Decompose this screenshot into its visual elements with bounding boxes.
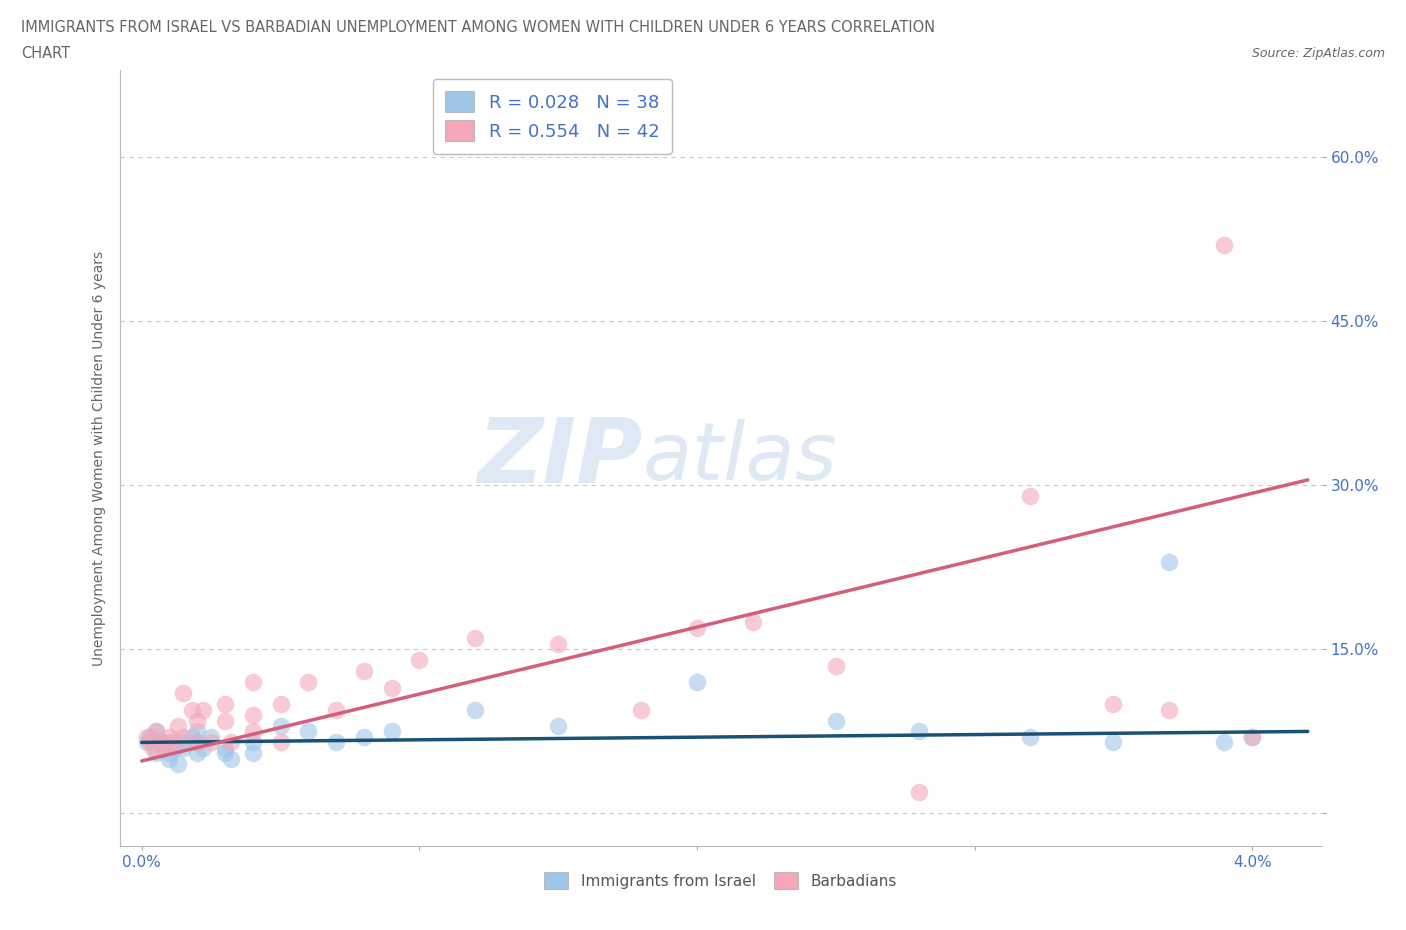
Point xyxy=(242,735,264,750)
Point xyxy=(1019,489,1042,504)
Point xyxy=(408,653,430,668)
Point xyxy=(547,636,569,651)
Point xyxy=(219,735,242,750)
Point xyxy=(186,735,208,750)
Point xyxy=(824,713,846,728)
Point xyxy=(686,620,709,635)
Point xyxy=(159,751,181,766)
Point xyxy=(153,740,176,755)
Point xyxy=(150,735,173,750)
Point xyxy=(159,735,181,750)
Point xyxy=(172,729,194,744)
Point xyxy=(242,724,264,739)
Text: ZIP: ZIP xyxy=(477,414,643,502)
Point xyxy=(136,729,159,744)
Point xyxy=(270,735,292,750)
Text: atlas: atlas xyxy=(643,419,837,497)
Point xyxy=(172,735,194,750)
Point xyxy=(214,697,236,711)
Point xyxy=(159,746,181,761)
Point xyxy=(908,784,931,799)
Point xyxy=(297,675,319,690)
Point xyxy=(172,685,194,700)
Point xyxy=(908,724,931,739)
Point xyxy=(270,719,292,734)
Point xyxy=(191,702,214,717)
Point xyxy=(1213,237,1236,252)
Point xyxy=(1157,554,1180,569)
Point xyxy=(686,675,709,690)
Point xyxy=(163,735,186,750)
Point xyxy=(145,724,167,739)
Point xyxy=(630,702,652,717)
Point xyxy=(824,658,846,673)
Point xyxy=(297,724,319,739)
Point xyxy=(741,615,763,630)
Point xyxy=(200,735,222,750)
Point xyxy=(136,735,159,750)
Point xyxy=(163,740,186,755)
Point xyxy=(145,746,167,761)
Point xyxy=(186,746,208,761)
Point xyxy=(166,719,188,734)
Point xyxy=(150,735,173,750)
Point xyxy=(153,740,176,755)
Point xyxy=(464,631,486,646)
Point xyxy=(145,724,167,739)
Point xyxy=(1019,729,1042,744)
Point xyxy=(214,746,236,761)
Point xyxy=(186,724,208,739)
Text: Source: ZipAtlas.com: Source: ZipAtlas.com xyxy=(1251,46,1385,60)
Point xyxy=(242,708,264,723)
Text: IMMIGRANTS FROM ISRAEL VS BARBADIAN UNEMPLOYMENT AMONG WOMEN WITH CHILDREN UNDER: IMMIGRANTS FROM ISRAEL VS BARBADIAN UNEM… xyxy=(21,20,935,35)
Point xyxy=(180,729,202,744)
Point xyxy=(186,735,208,750)
Point xyxy=(547,719,569,734)
Point xyxy=(1213,735,1236,750)
Point xyxy=(186,713,208,728)
Point xyxy=(1102,697,1125,711)
Point xyxy=(325,735,347,750)
Point xyxy=(180,702,202,717)
Point xyxy=(200,729,222,744)
Point xyxy=(381,724,404,739)
Point xyxy=(1241,729,1264,744)
Point xyxy=(464,702,486,717)
Point xyxy=(353,729,375,744)
Point xyxy=(159,729,181,744)
Point xyxy=(219,751,242,766)
Text: CHART: CHART xyxy=(21,46,70,61)
Point xyxy=(353,664,375,679)
Point xyxy=(1241,729,1264,744)
Point xyxy=(214,740,236,755)
Point xyxy=(242,746,264,761)
Point xyxy=(242,675,264,690)
Point xyxy=(142,740,165,755)
Point xyxy=(166,757,188,772)
Point xyxy=(214,713,236,728)
Point xyxy=(139,735,162,750)
Point xyxy=(1157,702,1180,717)
Point xyxy=(191,740,214,755)
Point xyxy=(270,697,292,711)
Point xyxy=(172,740,194,755)
Point xyxy=(1102,735,1125,750)
Legend: Immigrants from Israel, Barbadians: Immigrants from Israel, Barbadians xyxy=(537,864,904,897)
Y-axis label: Unemployment Among Women with Children Under 6 years: Unemployment Among Women with Children U… xyxy=(91,250,105,666)
Point xyxy=(381,680,404,695)
Point xyxy=(139,729,162,744)
Point xyxy=(325,702,347,717)
